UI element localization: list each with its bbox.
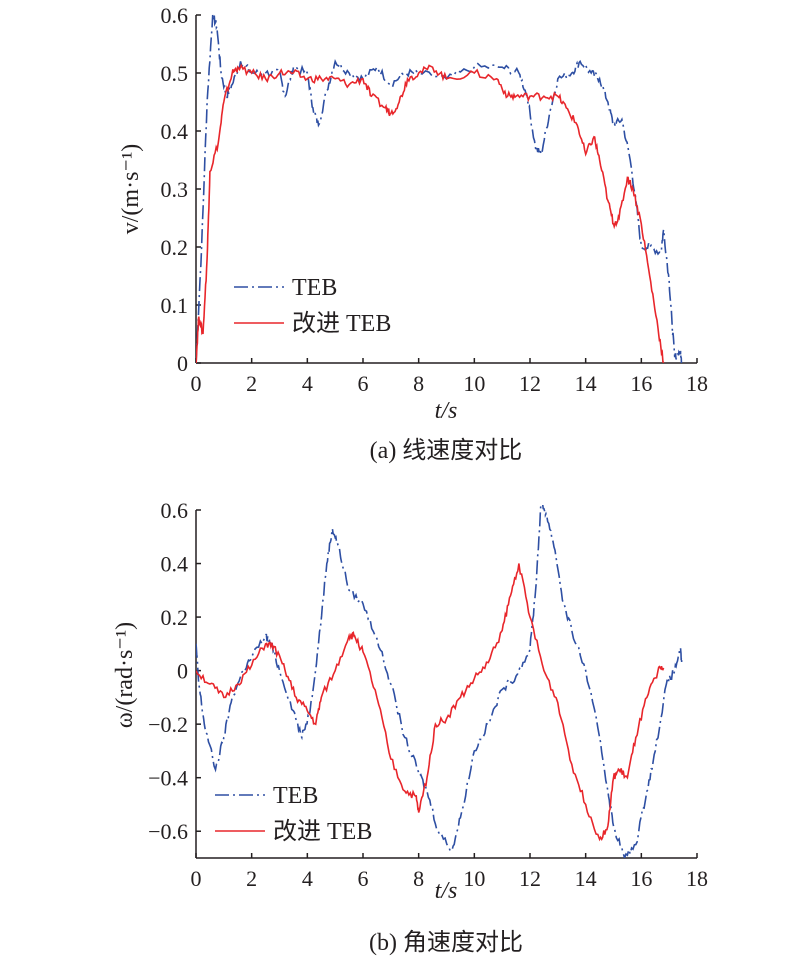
series-line-improved-teb [196, 563, 665, 842]
x-tick-label: 10 [463, 866, 485, 891]
series-line-teb [196, 505, 683, 858]
y-tick-label: 0.3 [161, 177, 189, 202]
legend-label: 改进 TEB [292, 310, 391, 337]
x-tick-label: 14 [575, 371, 597, 396]
x-tick-label: 18 [686, 371, 708, 396]
x-tick-label: 12 [519, 866, 541, 891]
legend-label: 改进 TEB [273, 818, 372, 845]
y-tick-label: 0.4 [161, 552, 189, 577]
y-tick-label: 0.5 [161, 61, 189, 86]
x-tick-label: 6 [358, 371, 369, 396]
y-axis-label: ω/(rad·s⁻¹) [112, 622, 138, 728]
legend-label: TEB [292, 275, 337, 301]
x-tick-label: 12 [519, 371, 541, 396]
x-tick-label: 18 [686, 866, 708, 891]
x-tick-label: 2 [246, 866, 257, 891]
x-tick-label: 6 [358, 866, 369, 891]
x-tick-label: 10 [463, 371, 485, 396]
y-tick-label: 0.2 [161, 235, 189, 260]
chart-caption: (a) 线速度对比 [370, 437, 523, 464]
y-tick-label: 0.2 [161, 605, 189, 630]
x-tick-label: 16 [630, 866, 652, 891]
x-tick-label: 16 [630, 371, 652, 396]
y-tick-label: 0.6 [161, 498, 189, 523]
x-tick-label: 4 [302, 866, 313, 891]
y-tick-label: 0.1 [161, 293, 189, 318]
y-tick-label: −0.4 [148, 766, 188, 791]
legend-label: TEB [273, 783, 318, 809]
y-tick-label: 0.6 [161, 3, 189, 28]
y-tick-label: 0 [177, 351, 188, 376]
x-tick-label: 8 [413, 866, 424, 891]
y-tick-label: −0.6 [148, 819, 188, 844]
chart-angular-velocity: t/s ω/(rad·s⁻¹) (b) 角速度对比 0 2 4 6 8 10 12 14 16 1… [112, 498, 708, 956]
chart-linear-velocity: t/s v/(m·s⁻¹) (a) 线速度对比 0 2 4 6 8 10 12 14 16 18 0… [118, 3, 708, 464]
y-tick-label: −0.2 [148, 712, 188, 737]
x-axis-label: t/s [435, 878, 458, 904]
y-axis-label: v/(m·s⁻¹) [118, 144, 144, 235]
x-axis-label: t/s [435, 398, 458, 424]
series-line-teb [196, 11, 683, 363]
series-line-improved-teb [196, 63, 665, 363]
x-tick-label: 8 [413, 371, 424, 396]
chart-caption: (b) 角速度对比 [369, 929, 523, 956]
x-tick-label: 2 [246, 371, 257, 396]
x-tick-label: 0 [191, 866, 202, 891]
x-tick-label: 0 [191, 371, 202, 396]
y-tick-label: 0 [177, 659, 188, 684]
y-tick-label: 0.4 [161, 119, 189, 144]
x-tick-label: 4 [302, 371, 313, 396]
x-tick-label: 14 [575, 866, 597, 891]
